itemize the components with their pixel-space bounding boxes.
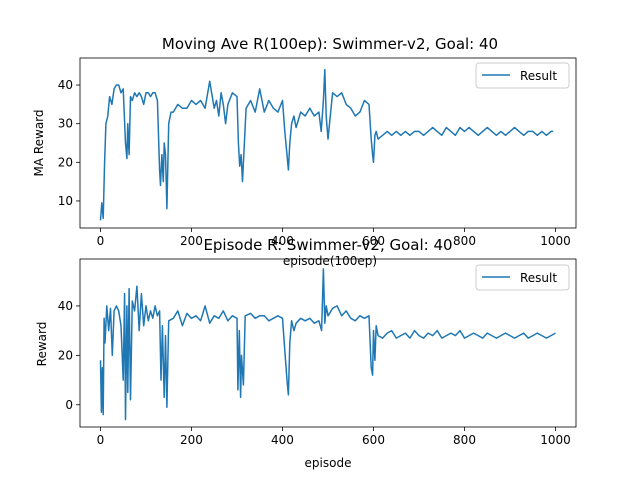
chart-1-ylabel: MA Reward [32,109,46,176]
chart-1-ytick-label: 30 [58,117,73,131]
chart-2-title: Episode R: Swimmer-v2, Goal: 40 [203,236,452,254]
chart-2-ytick-label: 0 [65,398,73,412]
chart-2-xtick-label: 200 [180,433,203,447]
chart-1-axes-frame [79,57,577,229]
chart-1-legend-box [475,62,570,89]
chart-2-legend: Result [475,264,570,291]
chart-2-xtick-label: 0 [97,433,105,447]
chart-1-ytick-label: 20 [58,155,73,169]
chart-2-ylabel: Reward [35,322,49,367]
chart-2-plot-area [79,258,577,428]
chart-1-xtick-label: 0 [97,234,105,248]
chart-1-ytick-label: 10 [58,194,73,208]
chart-1-xlabel: episode(100ep) [283,254,377,268]
chart-2-xlabel: episode [305,456,352,470]
chart-1-ytick-label: 40 [58,78,73,92]
chart-1-xtick-label: 800 [453,234,476,248]
chart-2-legend-label: Result [520,271,557,285]
chart-2-ytick-label: 20 [58,348,73,362]
chart-2-xtick-label: 800 [453,433,476,447]
chart-1-series-line [99,68,554,221]
chart-2-xtick-label: 600 [362,433,385,447]
chart-2-ytick-label: 40 [58,299,73,313]
chart-1-legend-label: Result [520,69,557,83]
chart-2-xtick-label: 400 [271,433,294,447]
chart-2-xtick-label: 1000 [540,433,571,447]
chart-1-xtick-label: 400 [271,234,294,248]
chart-2-axes-frame [79,258,577,428]
chart-1-plot-area [79,57,577,229]
chart-1-ticks: 0 200 400 600 800 1000 10 20 30 40 [58,78,571,248]
chart-1-title: Moving Ave R(100ep): Swimmer-v2, Goal: 4… [162,35,498,53]
chart-episode-reward: Episode R: Swimmer-v2, Goal: 40 0 200 400 6… [35,236,577,470]
chart-2-legend-box [475,264,570,291]
chart-1-xtick-label: 200 [180,234,203,248]
chart-2-series-line [99,268,556,421]
chart-2-ticks: 0 200 400 600 800 1000 0 20 40 [58,299,571,447]
chart-1-legend: Result [475,62,570,89]
chart-ma-reward: Moving Ave R(100ep): Swimmer-v2, Goal: 4… [32,35,577,268]
chart-1-xtick-label: 1000 [540,234,571,248]
chart-1-xtick-label: 600 [362,234,385,248]
